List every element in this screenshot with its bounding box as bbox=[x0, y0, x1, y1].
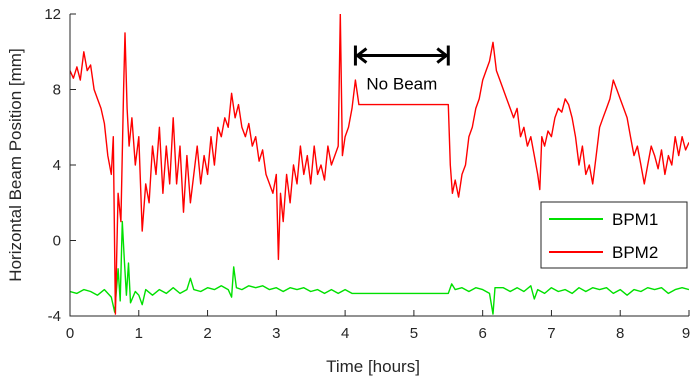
y-tick-label: 8 bbox=[53, 82, 61, 99]
y-tick-label: 12 bbox=[44, 6, 61, 23]
series-line-bpm2 bbox=[70, 14, 689, 315]
x-tick-label: 1 bbox=[135, 325, 143, 342]
x-axis-label: Time [hours] bbox=[326, 357, 420, 376]
no-beam-label: No Beam bbox=[366, 75, 437, 94]
y-tick-label: 4 bbox=[53, 157, 61, 174]
plot-area bbox=[70, 14, 689, 316]
x-tick-label: 0 bbox=[66, 325, 74, 342]
y-axis-label: Horizontal Beam Position [mm] bbox=[6, 48, 25, 281]
x-tick-label: 4 bbox=[341, 325, 349, 342]
x-tick-label: 5 bbox=[410, 325, 418, 342]
no-beam-arrow-right-head bbox=[436, 47, 449, 64]
x-tick-label: 2 bbox=[203, 325, 211, 342]
y-tick-label: 0 bbox=[53, 233, 61, 250]
x-tick-label: 9 bbox=[682, 325, 690, 342]
x-tick-label: 3 bbox=[272, 325, 280, 342]
series-layer bbox=[70, 14, 689, 315]
legend-label-bpm1: BPM1 bbox=[612, 210, 658, 229]
x-tick-label: 8 bbox=[616, 325, 624, 342]
y-tick-label: -4 bbox=[48, 308, 61, 325]
x-tick-label: 6 bbox=[478, 325, 486, 342]
legend: BPM1 BPM2 bbox=[540, 201, 688, 269]
series-line-bpm1 bbox=[70, 220, 689, 315]
legend-label-bpm2: BPM2 bbox=[612, 243, 658, 262]
no-beam-arrow-left-head bbox=[354, 47, 368, 64]
no-beam-annotation: No Beam bbox=[353, 45, 450, 94]
x-tick-label: 7 bbox=[547, 325, 555, 342]
legend-box bbox=[540, 201, 688, 269]
